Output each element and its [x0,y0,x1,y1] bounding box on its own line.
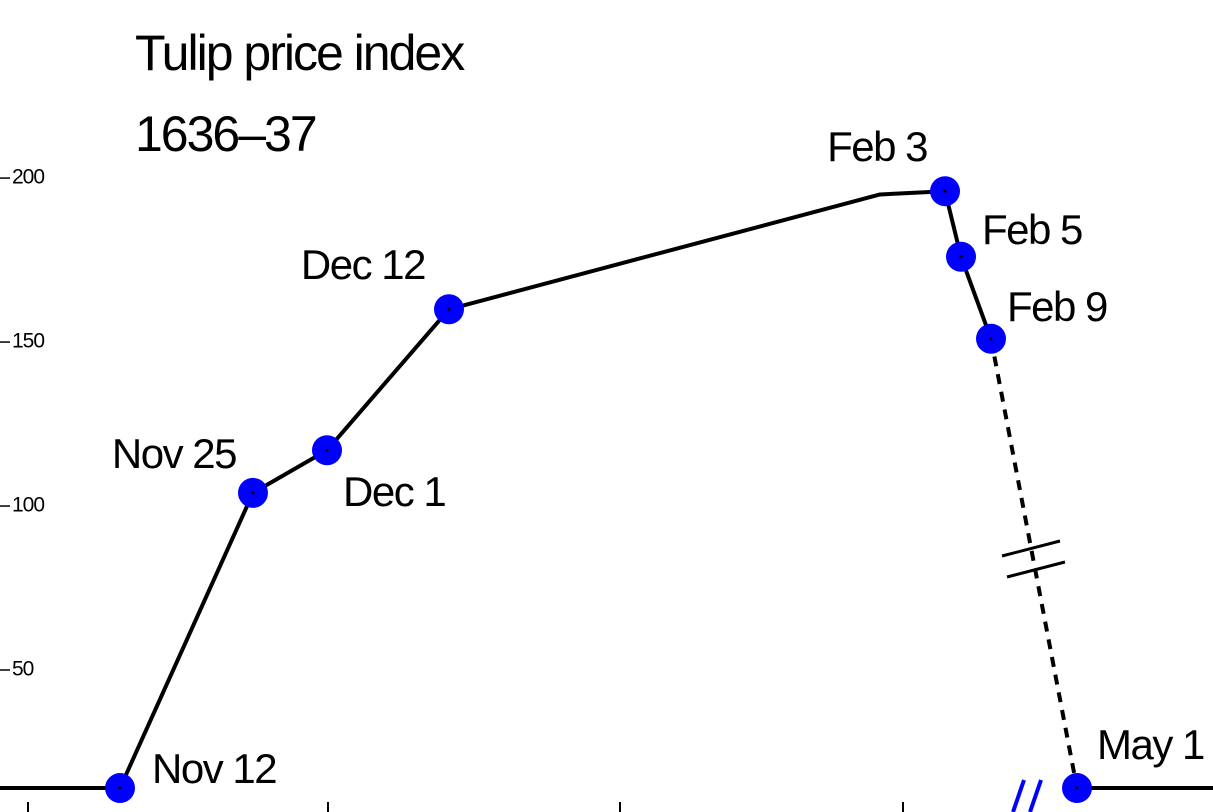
marker-center [959,255,963,259]
axis-break [1011,779,1043,812]
marker-center [989,337,993,341]
point-label: Nov 25 [112,430,236,477]
y-tick-label: 100 [12,494,44,517]
y-tick-label: 150 [12,330,44,353]
marker-center [325,448,329,452]
line [0,189,993,791]
chart-subtitle: 1636–37 [135,106,316,162]
chart-title: Tulip price index [135,25,465,81]
marker-center [118,786,122,790]
point-label: Dec 1 [343,468,445,515]
marker-center [1075,786,1079,790]
x-axis-ticks [27,802,904,812]
point-label: Feb 3 [827,123,927,170]
marker-center [447,307,451,311]
line-dashed [989,338,1079,789]
y-tick-label: 50 [12,658,34,681]
point-label: Nov 12 [152,745,276,792]
marker-center [943,189,947,193]
point-label: May 1 [1097,721,1204,768]
point-label: Dec 12 [301,241,425,288]
y-tick-label: 200 [12,166,44,189]
marker-center [251,491,255,495]
point-label: Feb 9 [1007,283,1107,330]
point-label: Feb 5 [982,206,1082,253]
